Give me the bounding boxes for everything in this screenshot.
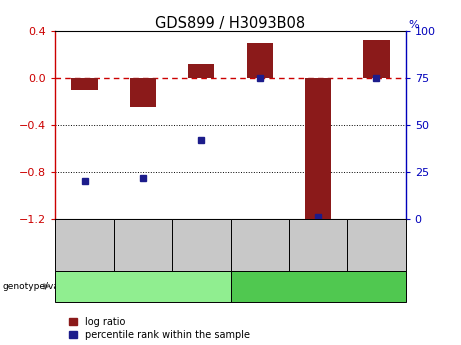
Text: GSM21276: GSM21276 — [138, 222, 148, 268]
Text: AQP1-/-: AQP1-/- — [297, 282, 339, 291]
Text: GSM21282: GSM21282 — [372, 222, 381, 268]
Bar — [305, 78, 331, 221]
Text: GSM21266: GSM21266 — [80, 222, 89, 268]
Bar — [71, 78, 98, 90]
Bar — [188, 64, 214, 78]
Text: GSM21279: GSM21279 — [197, 222, 206, 268]
Bar — [247, 43, 273, 78]
Text: GSM21273: GSM21273 — [313, 222, 323, 268]
Text: GDS899 / H3093B08: GDS899 / H3093B08 — [155, 16, 306, 30]
Legend: log ratio, percentile rank within the sample: log ratio, percentile rank within the sa… — [70, 317, 250, 340]
Text: wild type: wild type — [118, 282, 168, 291]
Text: GSM21270: GSM21270 — [255, 222, 264, 268]
Bar — [363, 40, 390, 78]
Bar — [130, 78, 156, 107]
Text: genotype/variation: genotype/variation — [2, 282, 89, 291]
Text: %: % — [408, 20, 419, 30]
